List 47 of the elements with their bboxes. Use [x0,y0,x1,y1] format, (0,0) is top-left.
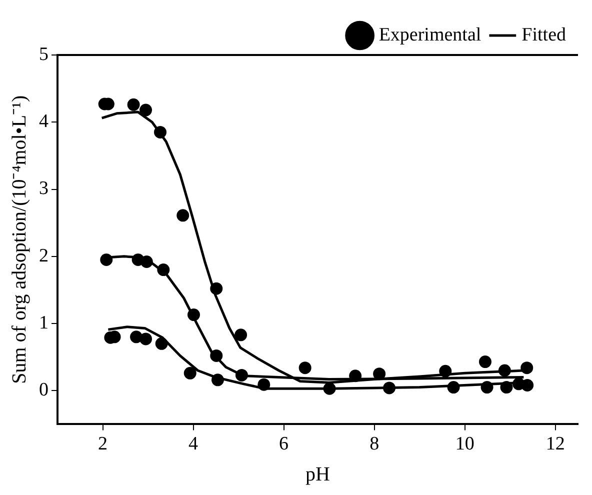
y-tick-label: 5 [39,44,48,65]
y-tick-label: 4 [39,111,49,132]
point [157,264,170,276]
point [439,364,452,378]
point [500,381,513,394]
point [176,209,190,222]
point [447,381,460,394]
y-tick-label: 2 [39,245,48,266]
point [127,98,140,111]
y-tick-label: 1 [39,312,48,334]
y-tick-label: 3 [39,178,48,200]
x-tick-label: 8 [370,434,380,455]
x-tick-label: 6 [279,434,289,455]
point [210,349,223,362]
point [478,356,492,368]
x-tick-label: 10 [455,434,474,455]
point [298,362,312,374]
point [373,368,386,380]
point [349,370,362,382]
point [480,381,494,394]
x-tick-label: 2 [98,434,108,455]
point [184,366,196,380]
x-tick-label: 12 [546,434,565,455]
legend-label: Fitted [522,24,566,46]
point [383,382,396,394]
x-axis-title: pH [306,463,330,486]
point [234,328,248,342]
point [187,308,200,322]
point [154,126,166,138]
y-tick-label: 0 [39,380,48,401]
x-tick-label: 4 [188,434,199,455]
point [155,337,168,350]
legend-label: Experimental [378,24,482,46]
y-axis-title: Sum of org adsoption/(10⁻⁴mol•L⁻¹) [8,95,30,384]
point [140,104,152,116]
point [323,382,336,395]
point [211,374,224,386]
point [235,368,248,382]
point [130,330,143,344]
point [210,282,223,295]
point [140,332,152,346]
point [498,364,511,377]
point [258,378,270,391]
point [521,379,534,392]
point [140,256,153,268]
point [520,362,534,374]
point [100,253,113,266]
